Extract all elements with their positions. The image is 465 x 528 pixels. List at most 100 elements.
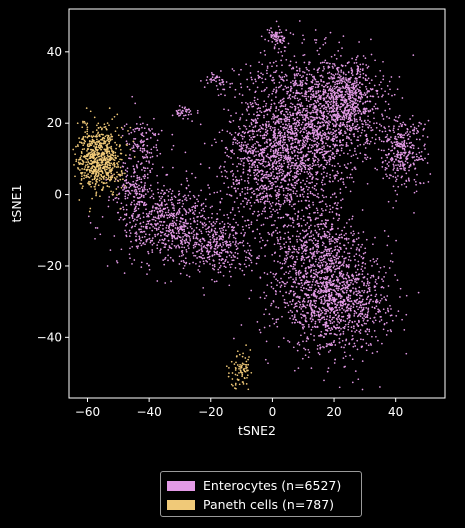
data-point	[280, 154, 283, 157]
data-point	[364, 316, 367, 319]
data-point	[309, 138, 311, 141]
data-point	[185, 199, 188, 202]
data-point	[148, 264, 150, 267]
data-point	[376, 350, 379, 353]
data-point	[303, 241, 306, 244]
data-point	[318, 307, 320, 310]
data-point	[381, 113, 383, 116]
data-point	[346, 306, 349, 308]
data-point	[313, 149, 316, 152]
data-point	[266, 129, 269, 132]
data-point	[305, 294, 308, 297]
data-point	[353, 135, 356, 138]
data-point	[269, 203, 272, 205]
data-point	[262, 197, 265, 199]
data-point	[370, 274, 373, 277]
data-point	[339, 94, 342, 96]
data-point	[351, 74, 354, 76]
data-point	[367, 110, 370, 112]
data-point	[290, 114, 292, 117]
data-point	[154, 233, 156, 236]
data-point	[292, 263, 295, 266]
data-point	[153, 209, 156, 212]
data-point	[314, 302, 317, 305]
data-point	[310, 313, 313, 316]
data-point	[349, 259, 352, 262]
data-point	[310, 74, 313, 76]
data-point	[282, 225, 285, 228]
data-point	[297, 139, 300, 142]
data-point	[356, 339, 359, 342]
data-point	[368, 282, 371, 284]
data-point	[159, 220, 161, 223]
data-point	[370, 79, 373, 81]
data-point	[338, 255, 341, 258]
data-point	[277, 260, 279, 263]
data-point	[277, 147, 280, 150]
data-point	[346, 152, 349, 155]
data-point	[359, 118, 361, 121]
data-point	[291, 114, 294, 116]
data-point	[311, 192, 314, 195]
data-point	[349, 314, 351, 317]
data-point	[310, 88, 313, 90]
data-point	[303, 191, 306, 193]
data-point	[331, 133, 333, 136]
data-point	[282, 88, 285, 91]
data-point	[300, 92, 303, 94]
data-point	[379, 266, 382, 269]
data-point	[327, 265, 329, 268]
data-point	[345, 339, 347, 342]
data-point	[337, 320, 339, 323]
data-point	[318, 228, 321, 231]
data-point	[327, 231, 330, 234]
data-point	[125, 208, 128, 211]
data-point	[277, 307, 280, 309]
data-point	[245, 101, 247, 104]
data-point	[307, 296, 309, 299]
data-point	[249, 259, 252, 262]
data-point	[262, 156, 265, 159]
data-point	[228, 120, 231, 123]
data-point	[322, 114, 325, 116]
data-point	[299, 98, 301, 101]
data-point	[298, 70, 301, 72]
data-point	[356, 104, 359, 106]
data-point	[342, 326, 345, 329]
data-point	[300, 200, 303, 202]
data-point	[309, 302, 312, 304]
data-point	[365, 140, 368, 143]
data-point	[304, 354, 307, 357]
data-point	[256, 134, 259, 136]
data-point	[290, 85, 292, 88]
data-point	[324, 121, 327, 124]
data-point	[295, 123, 297, 126]
data-point	[181, 243, 184, 246]
data-point	[151, 243, 154, 246]
data-point	[362, 256, 365, 259]
data-point	[306, 68, 308, 71]
data-point	[288, 341, 291, 343]
data-point	[151, 237, 154, 239]
data-point	[367, 307, 370, 310]
data-point	[288, 159, 291, 161]
data-point	[312, 203, 315, 206]
data-point	[308, 227, 310, 230]
data-point	[320, 139, 323, 142]
data-point	[339, 131, 341, 134]
data-point	[362, 308, 365, 311]
data-point	[309, 271, 312, 273]
data-point	[315, 299, 317, 302]
data-point	[234, 131, 237, 134]
data-point	[126, 223, 128, 225]
data-point	[249, 253, 251, 256]
data-point	[375, 122, 378, 124]
data-point	[352, 230, 355, 233]
data-point	[312, 194, 315, 196]
data-point	[318, 250, 320, 253]
data-point	[391, 319, 394, 322]
data-point	[373, 142, 376, 145]
data-point	[345, 186, 347, 189]
data-point	[307, 173, 310, 175]
data-point	[213, 263, 216, 266]
